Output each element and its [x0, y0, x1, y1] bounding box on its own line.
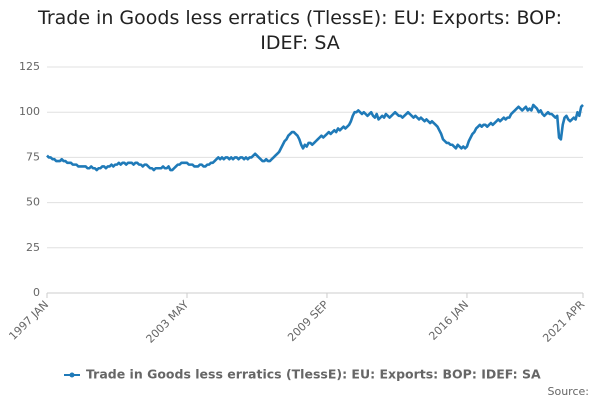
y-tick-label: 50 — [26, 196, 40, 209]
legend-item: Trade in Goods less erratics (TlessE): E… — [64, 367, 541, 382]
chart-title: Trade in Goods less erratics (TlessE): E… — [38, 7, 562, 54]
x-tick-label: 2003 MAY — [144, 298, 192, 346]
x-tick-label: 2016 JAN — [426, 298, 471, 343]
x-tick-label: 1997 JAN — [6, 298, 51, 343]
y-tick-label: 100 — [19, 105, 40, 118]
y-tick-label: 125 — [19, 60, 40, 73]
data-line — [46, 103, 584, 172]
legend-label: Trade in Goods less erratics (TlessE): E… — [86, 367, 541, 382]
source-label: Source: — [548, 385, 590, 398]
x-tick-label: 2009 SEP — [285, 298, 331, 344]
legend-marker — [69, 372, 75, 378]
y-tick-label: 75 — [26, 150, 40, 163]
x-tick-label: 2021 APR — [540, 298, 587, 345]
y-tick-label: 0 — [33, 286, 40, 299]
y-tick-label: 25 — [26, 241, 40, 254]
